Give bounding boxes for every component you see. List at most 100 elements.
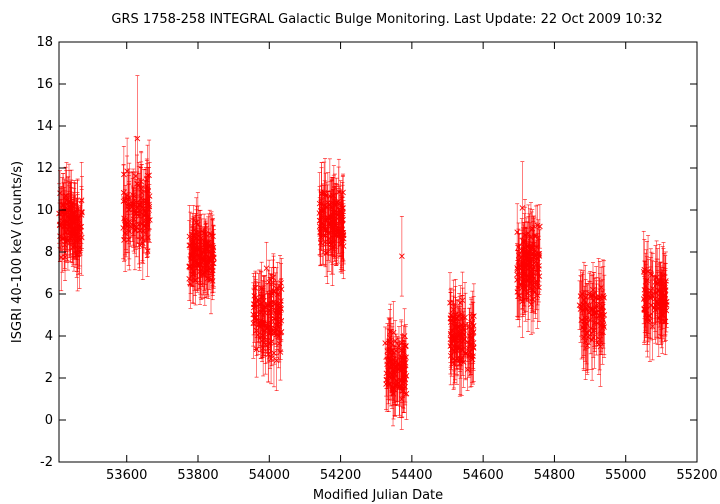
data-point [656, 263, 662, 318]
data-point [78, 202, 85, 251]
data-point [192, 228, 198, 267]
data-point [458, 325, 465, 396]
x-tick-label: 55200 [676, 468, 717, 483]
data-point [648, 248, 654, 299]
data-point [197, 243, 204, 285]
data-point [261, 305, 267, 357]
data-point [646, 293, 653, 339]
data-point [531, 215, 537, 274]
data-point [385, 347, 392, 405]
data-point [130, 185, 136, 225]
data-point [250, 287, 257, 359]
data-point [582, 279, 589, 338]
data-point [600, 296, 607, 344]
y-axis-title: ISGRI 40-100 keV (counts/s) [10, 161, 25, 343]
data-point [654, 248, 661, 319]
data-point [270, 255, 277, 328]
plot-frame [58, 41, 698, 463]
data-point [577, 275, 584, 343]
data-point [470, 296, 477, 356]
x-tick-label: 54800 [534, 468, 575, 483]
data-point [661, 300, 668, 342]
data-point [581, 285, 588, 351]
x-tick-label: 54000 [249, 468, 290, 483]
data-point [268, 274, 275, 342]
data-point [252, 281, 259, 333]
x-axis-title: Modified Julian Date [313, 488, 443, 503]
data-point [534, 261, 541, 329]
data-point [332, 173, 338, 248]
data-point [256, 269, 263, 340]
data-point [134, 154, 140, 213]
data-point [322, 216, 329, 255]
data-point [270, 259, 276, 296]
data-point [201, 226, 208, 275]
data-point [645, 259, 652, 334]
data-point [648, 251, 655, 299]
x-tick-label: 53800 [177, 468, 218, 483]
y-tick-label: 2 [45, 371, 53, 386]
y-tick-label: 18 [36, 35, 53, 50]
data-point [274, 301, 280, 350]
data-point [382, 326, 389, 360]
data-point [392, 320, 399, 362]
data-point [400, 325, 407, 378]
data-point [336, 191, 342, 228]
y-tick-label: 0 [45, 413, 53, 428]
data-point [451, 313, 458, 383]
data-point [391, 344, 398, 405]
data-point [258, 271, 265, 306]
data-point [585, 304, 591, 371]
data-point [589, 293, 596, 333]
data-point [60, 173, 67, 236]
data-point [210, 224, 216, 276]
data-point [335, 203, 341, 259]
data-point [399, 216, 405, 297]
data-point [66, 185, 73, 235]
data-point [202, 234, 209, 285]
data-point [255, 273, 262, 327]
data-point [396, 358, 403, 416]
data-point [320, 183, 326, 236]
data-point [534, 227, 541, 290]
data-point [523, 228, 530, 302]
data-point [193, 218, 200, 291]
data-point [61, 205, 67, 272]
data-point [590, 317, 597, 358]
data-point [271, 292, 278, 345]
data-point [449, 301, 456, 360]
axes: -2 0 2 4 6 8 10 12 14 16 18 53600 53800 54000 54200 544… [36, 35, 717, 483]
data-point [402, 326, 409, 367]
data-point [389, 352, 395, 397]
data-point [186, 205, 193, 268]
data-point [333, 183, 339, 228]
data-point [143, 185, 150, 242]
data-point [134, 75, 141, 202]
data-point [317, 208, 324, 250]
data-point [265, 311, 271, 346]
y-tick-label: -2 [40, 455, 53, 470]
data-point [325, 196, 332, 250]
data-point [383, 358, 389, 410]
data-point [70, 192, 76, 266]
data-point [519, 161, 526, 255]
data-point [649, 260, 655, 330]
data-point [74, 199, 81, 273]
data-point [209, 233, 216, 274]
data-point [323, 229, 329, 277]
x-tick-label: 55000 [605, 468, 646, 483]
data-point [468, 328, 475, 387]
data-point [204, 260, 211, 297]
y-tick-label: 10 [36, 203, 53, 218]
data-point [324, 190, 331, 244]
data-point [265, 325, 272, 383]
data-point [643, 286, 649, 333]
data-point [521, 264, 528, 315]
x-tick-label: 53600 [106, 468, 147, 483]
y-tick-label: 6 [45, 287, 53, 302]
data-point [339, 205, 346, 260]
data-point [598, 295, 604, 355]
x-tick-label: 54600 [462, 468, 503, 483]
data-point [264, 290, 271, 363]
y-tick-label: 12 [36, 161, 53, 176]
